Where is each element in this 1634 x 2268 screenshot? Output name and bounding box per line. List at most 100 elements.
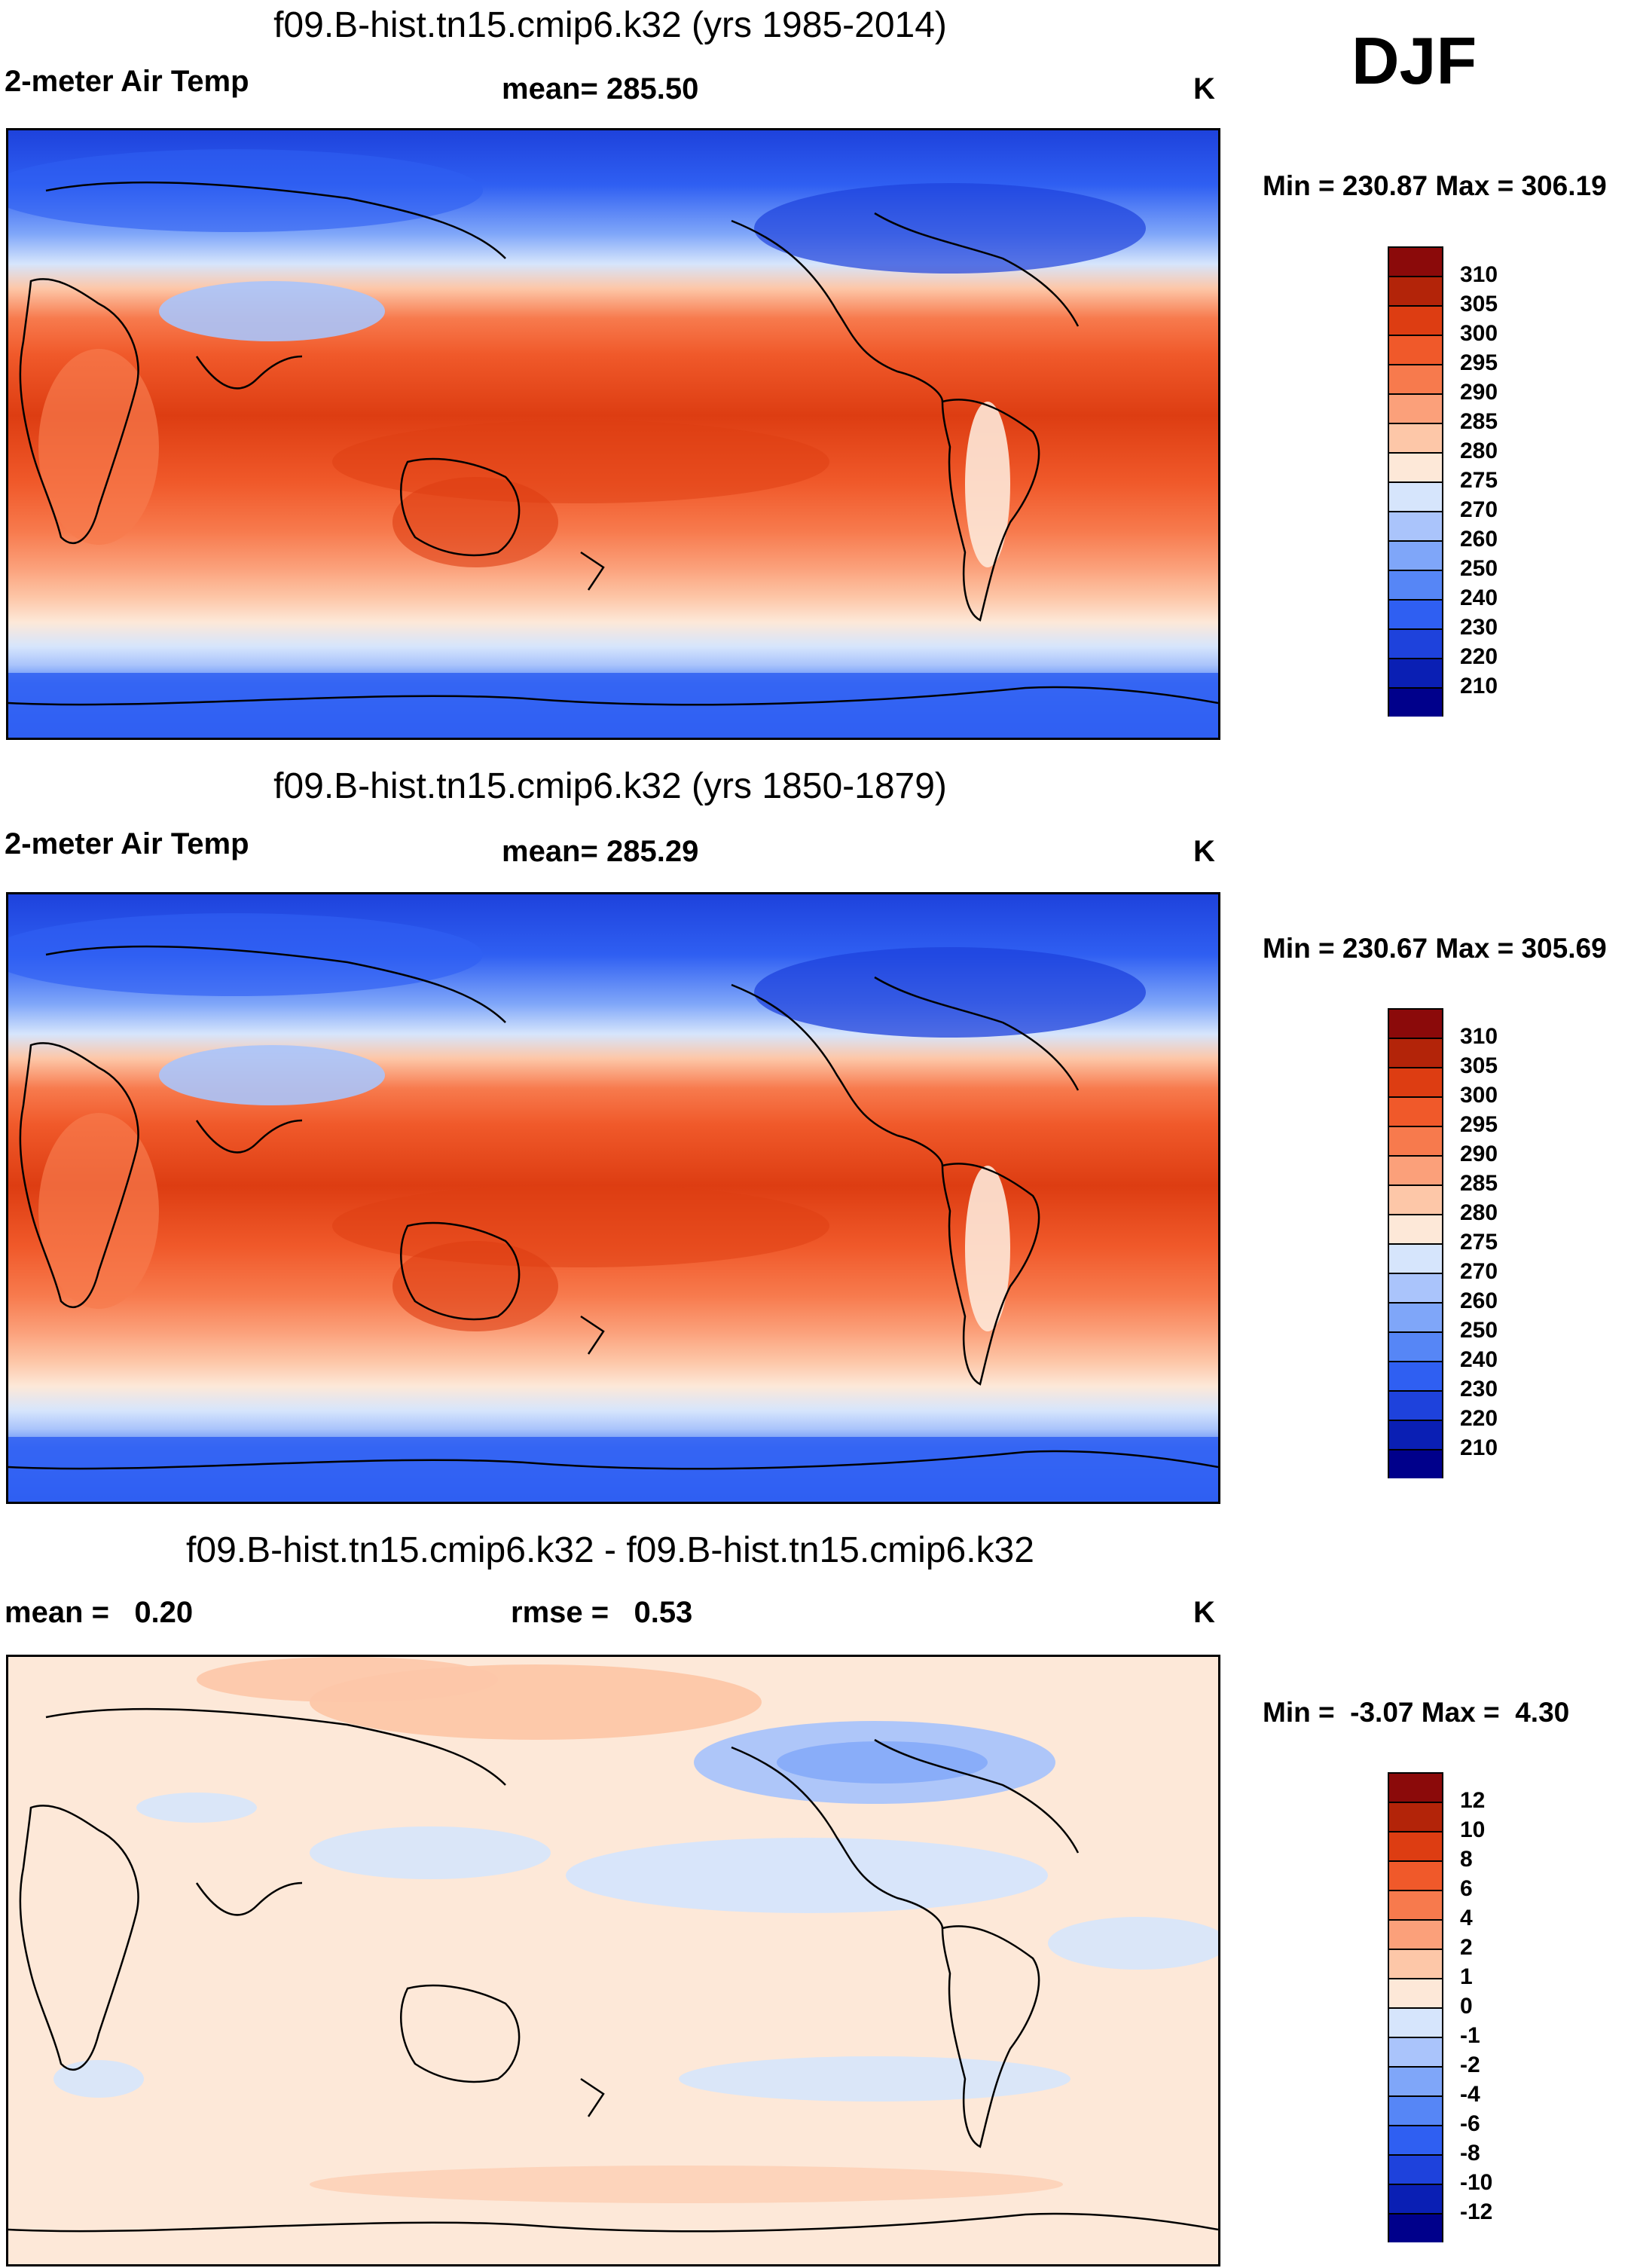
panel3-colorbar-bin <box>1388 1772 1443 1802</box>
panel2-title: f09.B-hist.tn15.cmip6.k32 (yrs 1850-1879… <box>273 766 947 806</box>
antarctica-cold <box>8 1437 1218 1502</box>
siberia-cold-patch <box>8 149 483 232</box>
panel2-colorbar-label: 300 <box>1460 1083 1498 1108</box>
panel3-colorbar-label: -10 <box>1460 2170 1493 2195</box>
tibet-cold-patch <box>159 1045 385 1105</box>
panel2-colorbar-bin <box>1388 1449 1443 1478</box>
central-asia-cool <box>136 1793 257 1823</box>
panel1-colorbar-label: 260 <box>1460 527 1498 552</box>
africa-patch <box>38 349 159 545</box>
panel3-colorbar-bin <box>1388 2154 1443 2184</box>
panel2-map <box>6 892 1220 1504</box>
panel1-colorbar-label: 305 <box>1460 292 1498 316</box>
panel2-mean-label: mean= <box>502 835 598 868</box>
panel1-colorbar-label: 240 <box>1460 585 1498 610</box>
panel3-mean-label: mean = <box>5 1596 109 1629</box>
panel2-colorbar-label: 260 <box>1460 1288 1498 1313</box>
panel1-colorbar-bin <box>1388 658 1443 687</box>
panel3-colorbar-label: -6 <box>1460 2111 1480 2136</box>
panel1-mean: mean= 285.50 <box>502 72 698 106</box>
panel1-colorbar-bin <box>1388 246 1443 276</box>
panel2-colorbar-label: 240 <box>1460 1347 1498 1372</box>
panel2-colorbar-label: 295 <box>1460 1112 1498 1137</box>
panel2-colorbar-label: 305 <box>1460 1053 1498 1078</box>
panel1-colorbar-bin <box>1388 481 1443 511</box>
panel1-colorbar-label: 250 <box>1460 556 1498 581</box>
panel2-mean: mean= 285.29 <box>502 835 698 869</box>
panel1-colorbar-bin <box>1388 364 1443 393</box>
panel3-title: f09.B-hist.tn15.cmip6.k32 - f09.B-hist.t… <box>186 1530 1034 1570</box>
panel1-colorbar-label: 230 <box>1460 615 1498 640</box>
panel3-colorbar-bin <box>1388 1890 1443 1919</box>
panel2-colorbar-bin <box>1388 1184 1443 1214</box>
tibet-cold-patch <box>159 281 385 341</box>
panel2-max-label: Max = <box>1435 933 1514 964</box>
panel2-colorbar-bin <box>1388 1420 1443 1449</box>
panel3-colorbar-label: 12 <box>1460 1788 1486 1813</box>
panel2-colorbar-bin <box>1388 1243 1443 1273</box>
panel3-mean-value: 0.20 <box>134 1596 194 1629</box>
panel2-min-value: 230.67 <box>1342 933 1428 964</box>
panel1-max-label: Max = <box>1435 170 1514 201</box>
panel1-coastlines <box>8 181 1218 706</box>
panel1-colorbar-label: 285 <box>1460 409 1498 434</box>
panel1-colorbar-bin <box>1388 276 1443 305</box>
panel1-colorbar-bin <box>1388 599 1443 628</box>
panel3-rmse-label: rmse = <box>511 1596 609 1629</box>
siberia-cold-patch <box>8 913 483 996</box>
panel1-colorbar-bin <box>1388 393 1443 423</box>
panel3-colorbar-bin <box>1388 2213 1443 2242</box>
panel2-colorbar-label: 210 <box>1460 1435 1498 1460</box>
panel2-colorbar-bin <box>1388 1096 1443 1126</box>
panel1-regional-features <box>8 149 1218 738</box>
panel2-units: K <box>1193 835 1215 868</box>
panel3-min-value: -3.07 <box>1350 1697 1414 1728</box>
panel1-colorbar-bin <box>1388 423 1443 452</box>
panel3-minmax: Min = -3.07 Max = 4.30 <box>1263 1697 1569 1729</box>
panel1-colorbar-label: 220 <box>1460 644 1498 669</box>
panel2-variable: 2-meter Air Temp <box>5 827 249 860</box>
south-pacific-cool <box>679 2056 1070 2101</box>
andes-patch <box>965 402 1010 567</box>
panel3-colorbar-bin <box>1388 2037 1443 2066</box>
panel2-minmax: Min = 230.67 Max = 305.69 <box>1263 933 1607 964</box>
indian-ocean-cool <box>53 2060 144 2098</box>
panel1-max-value: 306.19 <box>1521 170 1607 201</box>
panel1-colorbar-bin <box>1388 687 1443 717</box>
panel3-rmse-value: 0.53 <box>634 1596 693 1629</box>
panel2-colorbar-bin <box>1388 1126 1443 1155</box>
panel1-colorbar-bin <box>1388 305 1443 335</box>
panel2-max-value: 305.69 <box>1521 933 1607 964</box>
panel1-colorbar-bin <box>1388 335 1443 364</box>
panel3-colorbar-label: -2 <box>1460 2053 1480 2077</box>
canada-cool-core <box>777 1741 988 1784</box>
panel3-colorbar-bin <box>1388 2125 1443 2154</box>
panel3-colorbar-bin <box>1388 2007 1443 2037</box>
panel1-colorbar-bin <box>1388 452 1443 481</box>
panel2-colorbar-label: 220 <box>1460 1406 1498 1431</box>
panel1-map-svg <box>8 130 1218 738</box>
panel3-colorbar-bin <box>1388 2184 1443 2213</box>
panel3-units: K <box>1193 1596 1215 1629</box>
panel1-colorbar-label: 270 <box>1460 497 1498 522</box>
panel2-colorbar-bin <box>1388 1214 1443 1243</box>
panel2-colorbar-label: 275 <box>1460 1230 1498 1255</box>
panel2-colorbar-bin <box>1388 1008 1443 1038</box>
panel1-colorbar-bin <box>1388 540 1443 570</box>
panel3-min-label: Min = <box>1263 1697 1335 1728</box>
panel2-colorbar-label: 250 <box>1460 1318 1498 1343</box>
africa-patch <box>38 1113 159 1309</box>
panel3-map-svg <box>8 1657 1218 2264</box>
panel1-colorbar-bin <box>1388 511 1443 540</box>
panel2-colorbar-bin <box>1388 1390 1443 1420</box>
panel2-colorbar-bin <box>1388 1038 1443 1067</box>
southern-ocean-warm <box>310 2166 1063 2203</box>
panel3-map <box>6 1655 1220 2266</box>
panel1-colorbar-label: 300 <box>1460 321 1498 346</box>
panel1-title: f09.B-hist.tn15.cmip6.k32 (yrs 1985-2014… <box>273 5 947 45</box>
season-label: DJF <box>1351 23 1477 98</box>
panel3-colorbar-bin <box>1388 2095 1443 2125</box>
north-atlantic-cool <box>1048 1917 1218 1970</box>
east-asia-cool <box>310 1826 551 1879</box>
panel2-colorbar-bin <box>1388 1155 1443 1184</box>
